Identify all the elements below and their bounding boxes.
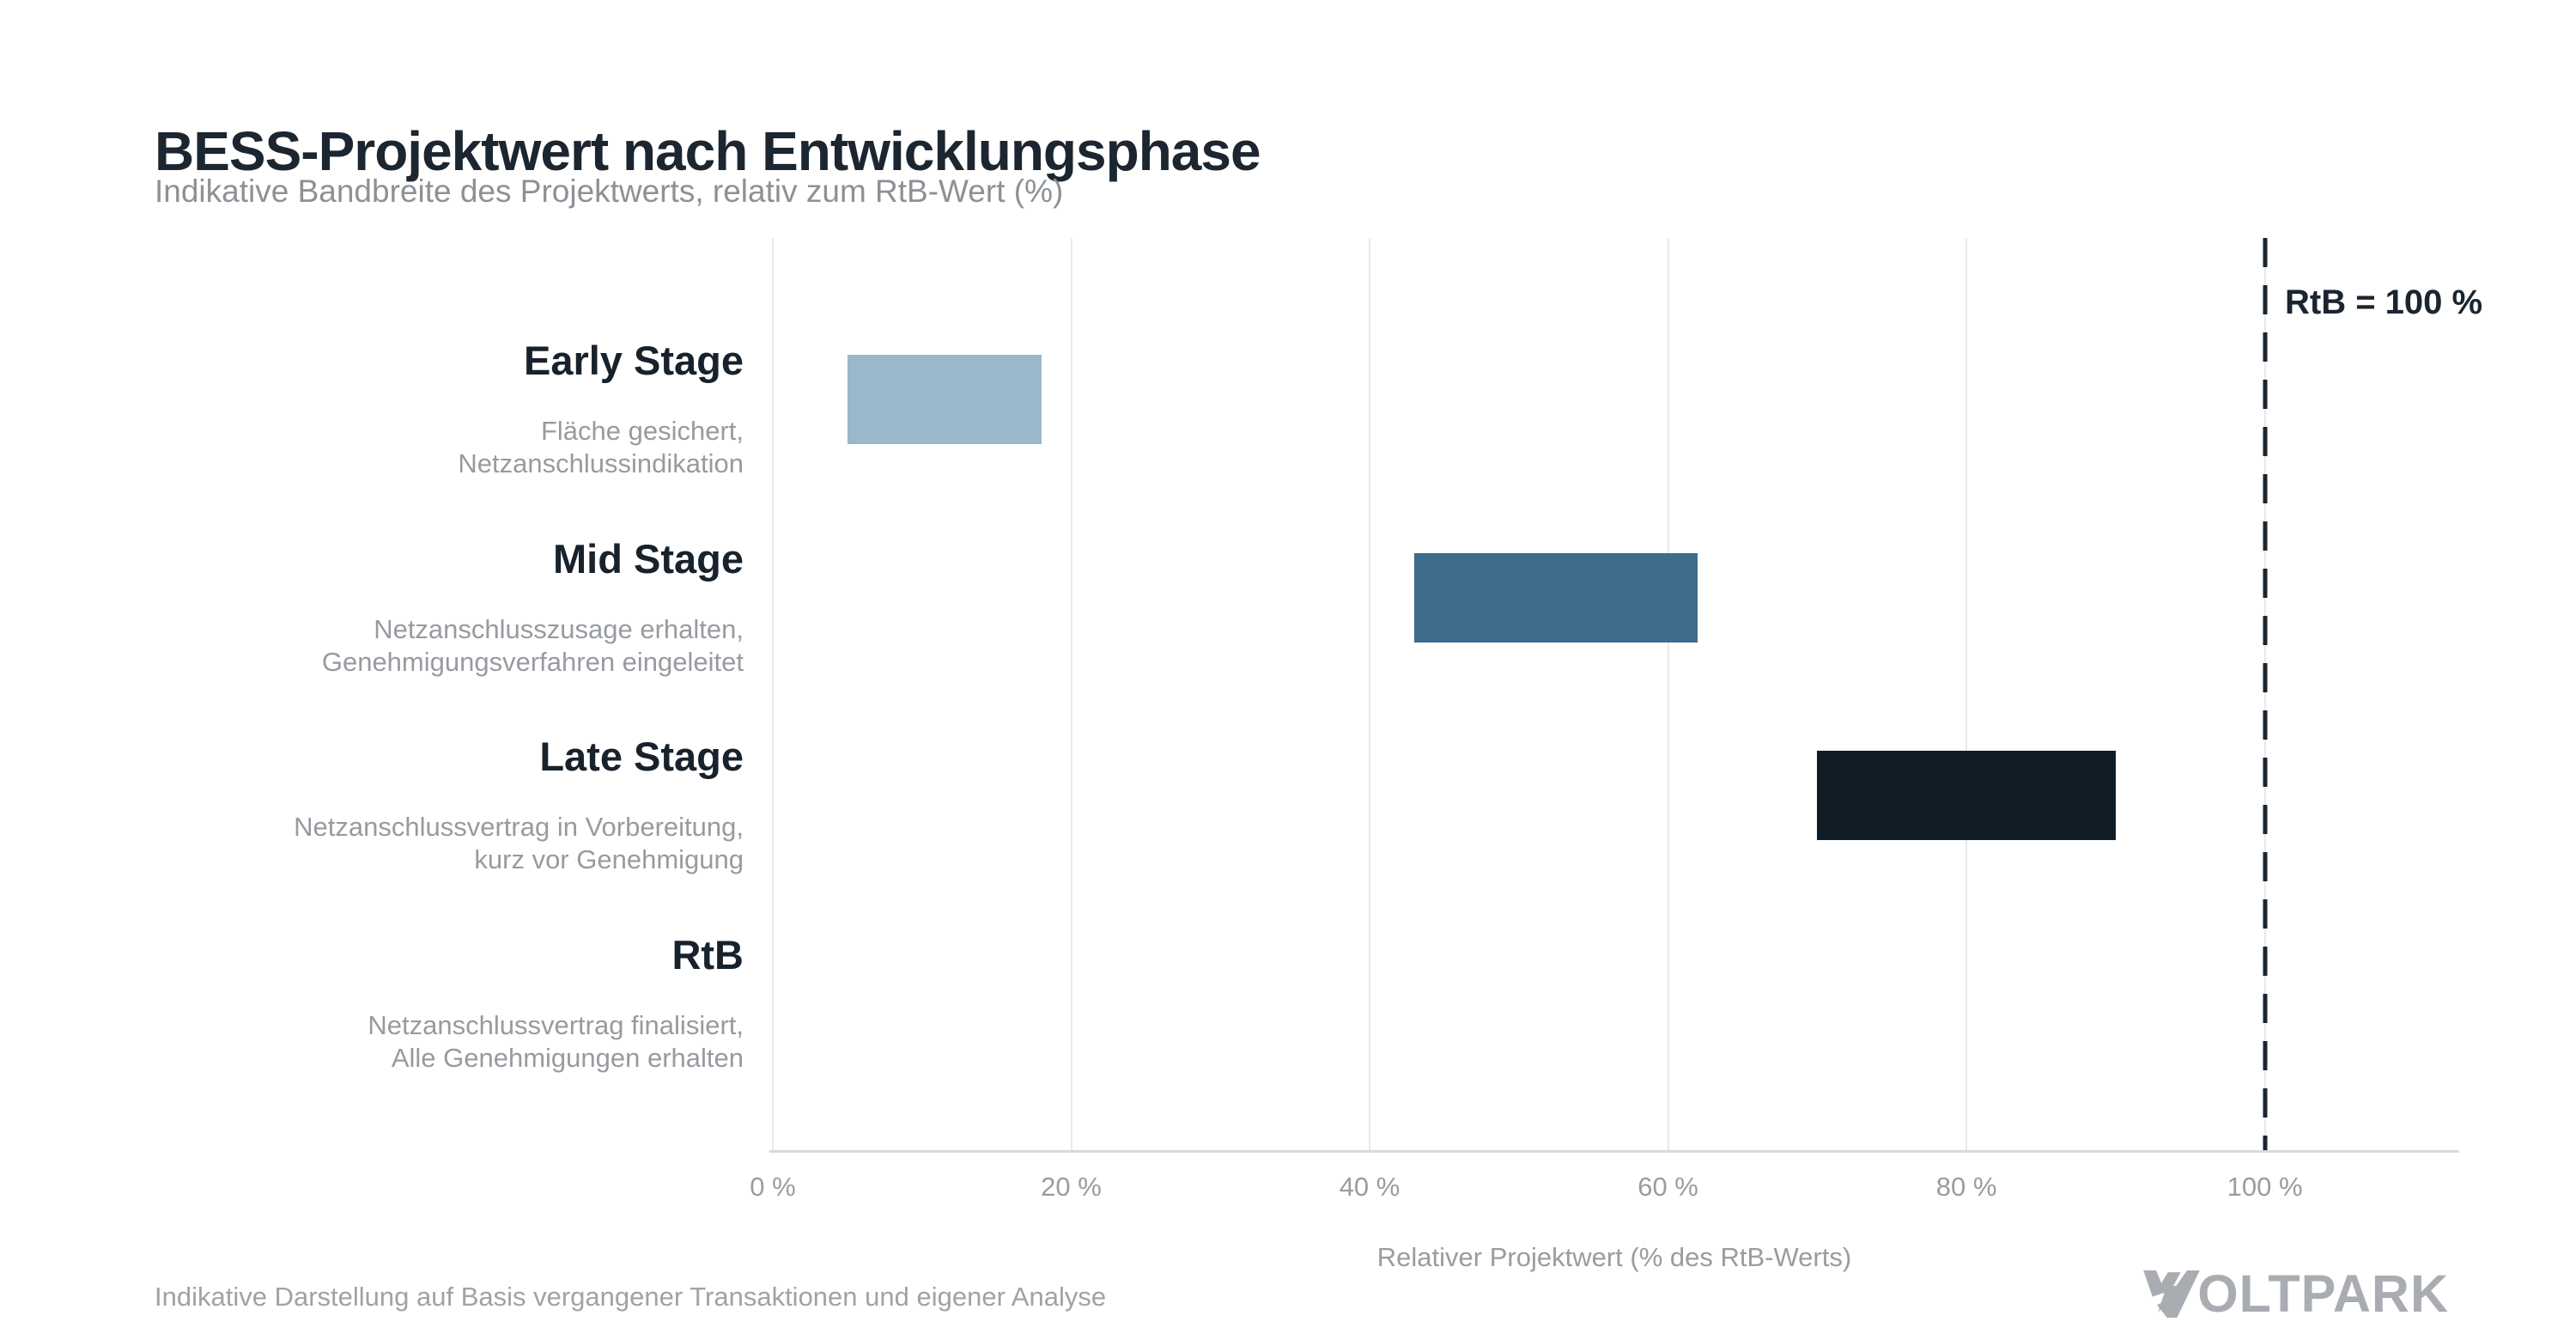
category-description-line: kurz vor Genehmigung bbox=[474, 844, 744, 874]
x-axis-baseline bbox=[769, 1150, 2459, 1153]
rtb-reference-line bbox=[2263, 238, 2268, 1151]
x-tick-label: 100 % bbox=[2227, 1172, 2303, 1202]
category-labels-column: Early Stage Fläche gesichert, Netzanschlus… bbox=[155, 238, 744, 1151]
gridline-40 bbox=[1369, 238, 1371, 1151]
gridline-0 bbox=[772, 238, 774, 1151]
x-tick-label: 40 % bbox=[1339, 1172, 1400, 1202]
x-tick-label: 0 % bbox=[750, 1172, 796, 1202]
category-description: Netzanschlussvertrag in Vorbereitung, kur… bbox=[155, 811, 744, 876]
x-tick-label: 80 % bbox=[1935, 1172, 1997, 1202]
category-description-line: Netzanschlussindikation bbox=[458, 448, 744, 478]
gridline-60 bbox=[1667, 238, 1669, 1151]
bar-mid-stage bbox=[1414, 552, 1698, 643]
voltpark-logo: OLTPARK bbox=[2143, 1264, 2449, 1323]
plot-area bbox=[772, 238, 2456, 1151]
logo-text: OLTPARK bbox=[2197, 1264, 2449, 1323]
reference-line-label: RtB = 100 % bbox=[2285, 283, 2483, 321]
category-label: Early Stage bbox=[523, 338, 744, 383]
bar-late-stage bbox=[1817, 751, 2116, 840]
category-label: Mid Stage bbox=[553, 535, 744, 582]
chart-title: BESS-Projektwert nach Entwicklungsphase bbox=[155, 119, 1261, 182]
category-label: Late Stage bbox=[539, 734, 744, 779]
footer-note: Indikative Darstellung auf Basis vergang… bbox=[155, 1282, 1107, 1312]
x-axis-ticks: 0 % 20 % 40 % 60 % 80 % 100 % bbox=[750, 1172, 2456, 1209]
category-description-line: Netzanschlussvertrag in Vorbereitung, bbox=[294, 812, 744, 842]
category-description-line: Netzanschlusszusage erhalten, bbox=[374, 613, 744, 644]
category-description: Netzanschlusszusage erhalten, Genehmigung… bbox=[155, 613, 744, 679]
voltpark-v-bolt-icon bbox=[2143, 1270, 2201, 1318]
chart-subtitle: Indikative Bandbreite des Projektwerts, … bbox=[155, 174, 1064, 209]
category-description: Netzanschlussvertrag finalisiert, Alle Ge… bbox=[155, 1009, 744, 1075]
category-description-line: Alle Genehmigungen erhalten bbox=[391, 1042, 744, 1073]
gridline-20 bbox=[1070, 238, 1072, 1151]
category-label: RtB bbox=[671, 931, 744, 978]
x-tick-label: 60 % bbox=[1637, 1172, 1698, 1202]
category-description: Fläche gesichert, Netzanschlussindikation bbox=[155, 415, 744, 480]
category-description-line: Genehmigungsverfahren eingeleitet bbox=[321, 646, 744, 677]
x-tick-label: 20 % bbox=[1041, 1172, 1102, 1202]
category-description-line: Fläche gesichert, bbox=[540, 416, 744, 446]
bar-early-stage bbox=[847, 355, 1042, 444]
gridline-80 bbox=[1965, 238, 1968, 1151]
category-description-line: Netzanschlussvertrag finalisiert, bbox=[368, 1009, 744, 1040]
x-axis-label: Relativer Projektwert (% des RtB-Werts) bbox=[1376, 1242, 1852, 1272]
